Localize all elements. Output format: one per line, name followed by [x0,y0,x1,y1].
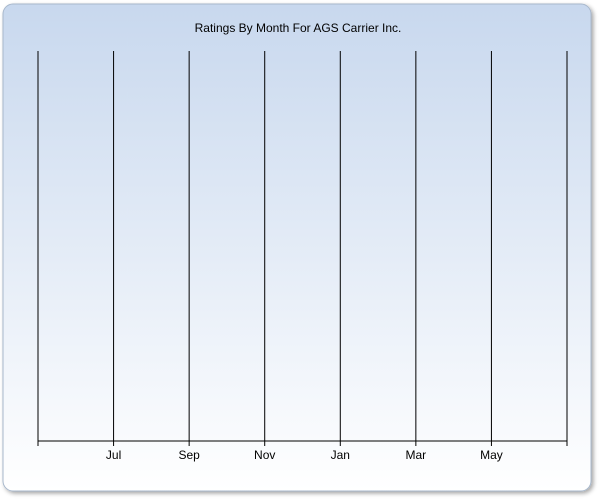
x-tick-label: Nov [254,448,275,462]
x-tick-label: Sep [178,448,200,462]
x-tick-label: Jan [331,448,350,462]
x-tick-label: Mar [406,448,427,462]
x-tick-label: May [480,448,503,462]
x-tick-label: Jul [106,448,121,462]
chart-title: Ratings By Month For AGS Carrier Inc. [195,21,402,35]
chart-panel [2,3,592,492]
